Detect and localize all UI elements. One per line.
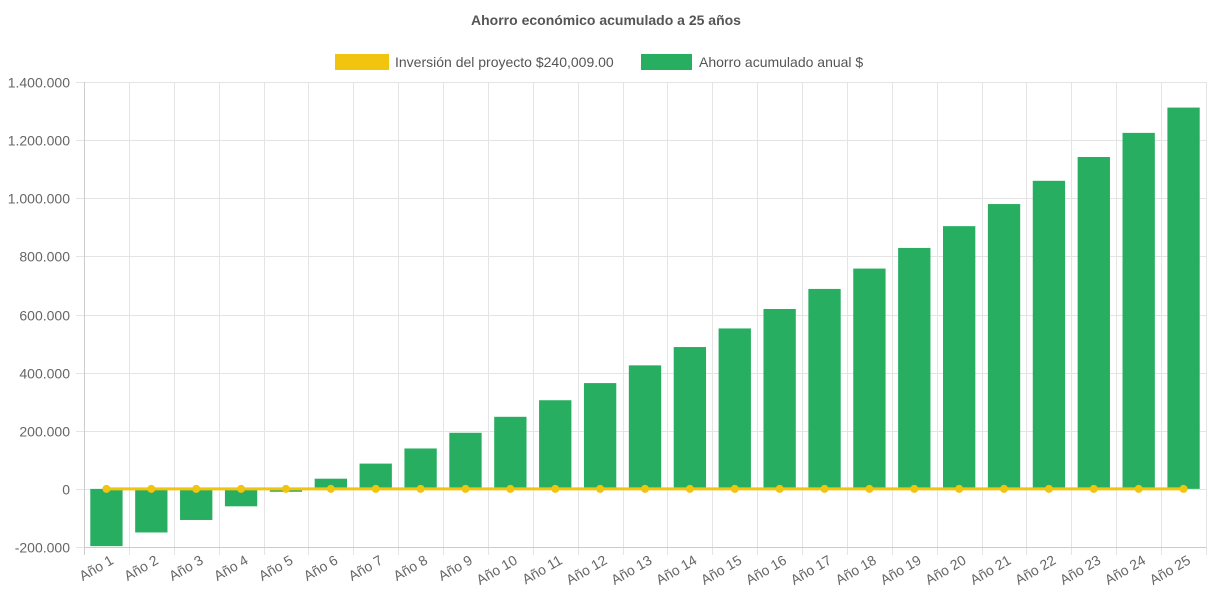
investment-point[interactable] [641,484,649,493]
x-tick-label: Año 23 [1057,552,1104,588]
investment-point[interactable] [1000,484,1009,493]
x-tick-label: Año 16 [743,552,790,588]
investment-point[interactable] [820,484,829,493]
y-tick-label: 1.000.000 [8,191,70,207]
investment-point[interactable] [506,484,515,493]
y-tick-label: 0 [62,482,70,498]
x-tick-label: Año 1 [76,552,116,584]
grid-layer [76,82,1207,555]
bar-series [90,107,1200,547]
x-tick-label: Año 18 [832,552,879,588]
savings-bar[interactable] [1167,107,1200,489]
legend-label-savings: Ahorro acumulado anual $ [699,54,863,70]
y-tick-label: 1.200.000 [8,133,70,149]
savings-bar[interactable] [1077,156,1110,489]
investment-point[interactable] [237,484,246,493]
y-axis: 1.400.000 1.200.000 1.000.000 800.000 600.00… [8,75,71,556]
savings-bar[interactable] [359,463,392,489]
investment-point[interactable] [865,484,874,493]
savings-bar[interactable] [808,288,841,489]
investment-point[interactable] [955,484,964,493]
legend-swatch-savings [641,54,692,70]
x-tick-label: Año 6 [301,552,341,584]
savings-bar[interactable] [853,268,886,489]
investment-point[interactable] [281,484,290,493]
savings-bar[interactable] [539,400,572,489]
legend-item-savings[interactable]: Ahorro acumulado anual $ [641,54,863,70]
y-tick-label: 400.000 [19,366,70,382]
savings-bar[interactable] [1032,180,1066,489]
savings-bar[interactable] [718,328,751,489]
savings-bar[interactable] [135,488,168,533]
x-tick-label: Año 20 [922,552,969,588]
savings-bar[interactable] [763,308,796,489]
x-tick-label: Año 24 [1102,552,1149,588]
savings-bar[interactable] [673,347,707,489]
x-tick-label: Año 4 [211,552,251,584]
x-tick-label: Año 17 [788,552,835,588]
investment-point[interactable] [461,484,470,493]
x-tick-label: Año 19 [877,552,924,588]
legend-swatch-investment [335,54,389,70]
x-tick-label: Año 25 [1147,552,1194,588]
investment-point[interactable] [416,484,425,493]
investment-point[interactable] [1179,484,1188,493]
investment-point[interactable] [1044,484,1053,493]
savings-bar[interactable] [1122,132,1155,489]
x-axis: Año 1 Año 2 Año 3 Año 4 Año 5 Año 6 Año 7 Año 8… [76,552,1193,588]
y-tick-label: 1.400.000 [8,75,70,91]
savings-bar[interactable] [494,416,527,489]
investment-point[interactable] [147,484,156,493]
x-tick-label: Año 21 [967,552,1014,588]
x-tick-label: Año 5 [256,552,296,584]
investment-point[interactable] [596,484,605,493]
investment-point[interactable] [685,484,694,493]
savings-bar[interactable] [90,488,123,547]
x-tick-label: Año 11 [519,552,565,588]
legend-item-investment[interactable]: Inversión del proyecto $240,009.00 [335,54,614,70]
legend: Inversión del proyecto $240,009.00 Ahorr… [335,54,863,70]
savings-bar[interactable] [583,383,617,489]
savings-bar[interactable] [449,432,482,489]
y-tick-label: 200.000 [19,424,70,440]
investment-point[interactable] [192,484,201,493]
savings-bar[interactable] [943,226,976,489]
x-tick-label: Año 10 [473,552,520,588]
investment-point[interactable] [775,484,784,493]
savings-bar[interactable] [224,488,258,507]
investment-point[interactable] [102,484,111,493]
investment-point[interactable] [326,484,335,493]
savings-bar[interactable] [898,247,931,489]
investment-point[interactable] [1089,484,1098,493]
legend-label-investment: Inversión del proyecto $240,009.00 [395,54,614,70]
savings-bar[interactable] [987,204,1021,489]
x-tick-label: Año 3 [166,552,206,584]
investment-point[interactable] [910,484,919,493]
x-tick-label: Año 8 [390,552,430,584]
investment-point[interactable] [371,484,380,493]
x-tick-label: Año 9 [435,552,475,584]
x-tick-label: Año 2 [121,552,161,584]
x-tick-label: Año 13 [608,552,655,588]
y-tick-label: 800.000 [19,249,70,265]
x-tick-label: Año 12 [563,552,610,588]
x-tick-label: Año 22 [1012,552,1059,588]
y-tick-label: -200.000 [15,540,70,556]
savings-bar[interactable] [404,448,437,489]
investment-point[interactable] [730,484,739,493]
y-tick-label: 600.000 [19,308,70,324]
x-tick-label: Año 7 [346,552,386,584]
chart-title: Ahorro económico acumulado a 25 años [471,12,741,28]
savings-bar[interactable] [628,365,662,489]
x-tick-label: Año 14 [653,552,700,588]
savings-bar[interactable] [314,478,347,489]
savings-bar[interactable] [180,488,213,520]
line-series [102,484,1188,493]
x-tick-label: Año 15 [698,552,745,588]
investment-point[interactable] [551,484,560,493]
investment-point[interactable] [1134,484,1143,493]
